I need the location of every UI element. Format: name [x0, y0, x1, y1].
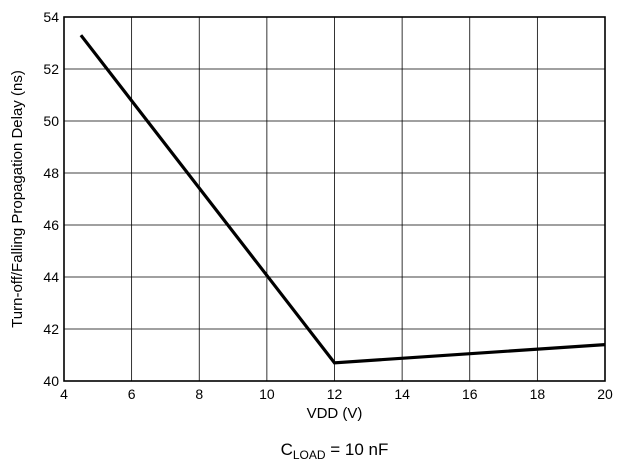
y-tick-labels: 40 42 44 46 48 50 52 54	[43, 9, 59, 389]
x-axis-title: VDD (V)	[307, 405, 363, 422]
y-tick-label: 40	[43, 373, 59, 389]
caption-suffix: = 10 nF	[326, 440, 389, 459]
x-tick-label: 14	[394, 386, 410, 402]
caption-subscript: LOAD	[293, 448, 326, 462]
x-tick-label: 20	[597, 386, 613, 402]
y-tick-label: 46	[43, 217, 59, 233]
y-tick-label: 52	[43, 61, 59, 77]
x-tick-label: 18	[530, 386, 546, 402]
x-tick-label: 12	[327, 386, 343, 402]
x-tick-label: 10	[259, 386, 275, 402]
grid	[63, 16, 606, 382]
x-tick-labels: 4 6 8 10 12 14 16 18 20	[60, 386, 613, 402]
series-line	[79, 34, 606, 365]
y-tick-label: 42	[43, 321, 59, 337]
plot-frame	[63, 16, 606, 382]
chart-caption: CLOAD = 10 nF	[281, 440, 389, 462]
series-layer	[79, 34, 606, 365]
y-tick-label: 54	[43, 9, 59, 25]
y-tick-label: 48	[43, 165, 59, 181]
y-axis-title: Turn-off/Falling Propagation Delay (ns)	[9, 70, 26, 328]
x-tick-label: 4	[60, 386, 68, 402]
x-tick-label: 16	[462, 386, 478, 402]
y-tick-label: 44	[43, 269, 59, 285]
x-tick-label: 8	[195, 386, 203, 402]
x-tick-label: 6	[128, 386, 136, 402]
y-tick-label: 50	[43, 113, 59, 129]
caption-prefix: C	[281, 440, 293, 459]
